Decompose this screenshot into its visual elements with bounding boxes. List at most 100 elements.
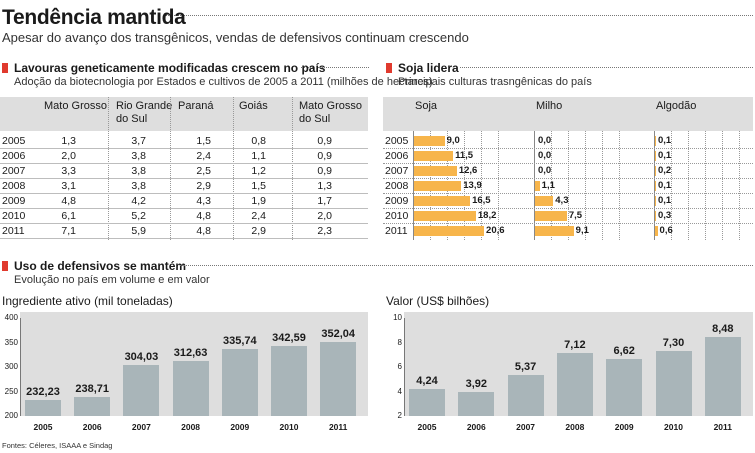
table-cell: 3,8	[131, 150, 146, 162]
value-bar	[74, 397, 111, 416]
y-tick-label: 2	[397, 411, 402, 420]
crop-bar	[535, 196, 554, 206]
table-cell: 4,8	[61, 195, 76, 207]
y-axis-line	[404, 318, 405, 416]
table-cell: 2,9	[251, 225, 266, 237]
section-marker-icon	[2, 63, 8, 73]
x-tick-label: 2011	[713, 422, 733, 432]
x-separator	[451, 416, 453, 432]
table-year-label: 2010	[2, 210, 26, 222]
table-section-header: Lavouras geneticamente modificadas cresc…	[2, 61, 325, 75]
x-tick-label: 2006	[466, 422, 486, 432]
table-cell: 7,1	[61, 225, 76, 237]
crop-grid-line	[568, 131, 569, 240]
table-cell: 2,0	[317, 210, 332, 222]
crop-bar-label: 12,6	[458, 165, 478, 176]
crop-grid-line	[688, 131, 689, 240]
crop-bar-label: 4,3	[555, 195, 569, 206]
crop-series-name: Algodão	[656, 100, 697, 112]
value-bar-label: 7,12	[564, 339, 586, 352]
crop-year-label: 2011	[385, 225, 408, 237]
value-bar	[507, 374, 544, 416]
value-bar-label: 6,62	[613, 345, 635, 358]
section-marker-icon	[2, 261, 8, 271]
table-cell: 3,3	[61, 165, 76, 177]
x-separator	[264, 416, 266, 432]
table-cell: 3,1	[61, 180, 76, 192]
crop-bar-label: 11,5	[455, 150, 474, 161]
crop-bar-label: 9,1	[575, 225, 589, 236]
crop-bar-label: 0,0	[538, 135, 552, 146]
table-cell: 1,5	[251, 180, 266, 192]
value-bar-label: 7,30	[662, 337, 685, 350]
table-cell: 0,9	[317, 165, 332, 177]
x-tick-label: 2005	[417, 422, 437, 432]
crop-bar-label: 0,0	[538, 150, 552, 161]
y-tick-label: 4	[397, 386, 402, 396]
crop-bar	[535, 226, 574, 236]
value-bar-label: 304,03	[124, 351, 159, 364]
x-separator	[67, 416, 69, 432]
value-bar-label: 3,92	[465, 378, 487, 391]
crop-bar-label: 1,1	[541, 180, 555, 191]
y-tick-label: 10	[393, 313, 402, 322]
crop-year-label: 2005	[385, 135, 409, 147]
crop-year-label: 2008	[385, 180, 409, 192]
ingrediente-chart-title: Ingrediente ativo (mil toneladas)	[2, 294, 173, 308]
value-bar	[320, 341, 357, 416]
table-year-label: 2007	[2, 165, 26, 177]
crop-year-label: 2006	[385, 150, 409, 162]
crop-row-rule	[383, 193, 753, 194]
table-cell: 4,2	[131, 195, 146, 207]
crop-bar	[655, 196, 656, 206]
section-marker-icon	[386, 63, 392, 73]
valor-chart-title: Valor (US$ bilhões)	[386, 294, 490, 308]
y-tick-label: 250	[4, 386, 18, 396]
table-cell: 1,3	[61, 135, 76, 147]
table-cell: 0,9	[317, 150, 332, 162]
value-bar-label: 312,63	[173, 346, 208, 359]
table-section-subtitle: Adoção da biotecnologia por Estados e cu…	[14, 76, 433, 88]
x-tick-label: 2010	[279, 422, 299, 432]
y-tick-label: 6	[397, 362, 402, 371]
x-tick-label: 2006	[82, 422, 102, 432]
uso-section-subtitle: Evolução no país em volume e em valor	[14, 274, 210, 286]
table-cell: 1,2	[251, 165, 266, 177]
crop-bar	[414, 166, 457, 176]
crop-grid-line	[705, 131, 706, 240]
x-separator	[313, 416, 315, 432]
x-tick-label: 2008	[181, 422, 201, 432]
crop-bar-label: 9,0	[446, 135, 460, 146]
table-cell: 2,3	[317, 225, 332, 237]
y-tick-label: 350	[4, 337, 18, 347]
crop-bar	[414, 151, 454, 161]
table-cell: 1,3	[317, 180, 332, 192]
crop-bar	[655, 166, 656, 176]
y-tick-label: 8	[397, 337, 402, 347]
table-cell: 1,7	[317, 195, 332, 207]
crop-grid-line	[481, 131, 482, 240]
table-cell: 5,9	[131, 225, 146, 237]
crop-bar	[655, 226, 658, 236]
valor-chart: 10 8 6 4 2 4,24 2005 3,92 2006 5,37 2007 7,12 2008 6,…	[384, 312, 753, 436]
table-cell: 2,4	[196, 150, 211, 162]
crop-bar	[414, 181, 462, 191]
table-cell: 6,1	[61, 210, 76, 222]
x-tick-label: 2007	[131, 422, 151, 432]
page-title: Tendência mantida	[2, 6, 186, 29]
value-bar-label: 238,71	[75, 383, 110, 396]
value-bar-label: 5,37	[514, 360, 537, 373]
crop-bar-label: 0,2	[658, 165, 672, 176]
table-row-rule	[0, 223, 368, 224]
crop-bar-label: 0,1	[658, 180, 672, 191]
crop-bar	[655, 181, 656, 191]
crop-row-rule	[383, 148, 753, 149]
value-bar-label: 4,24	[416, 374, 438, 387]
table-row-rule	[0, 178, 368, 179]
adoption-table: Mato Grosso Rio Grande do Sul Paraná Goiás Ma…	[0, 97, 369, 240]
crop-grid-line	[602, 131, 603, 240]
x-separator	[215, 416, 217, 432]
crop-grid-line	[585, 131, 586, 240]
y-tick-label: 300	[4, 362, 18, 371]
table-year-label: 2009	[2, 195, 26, 207]
